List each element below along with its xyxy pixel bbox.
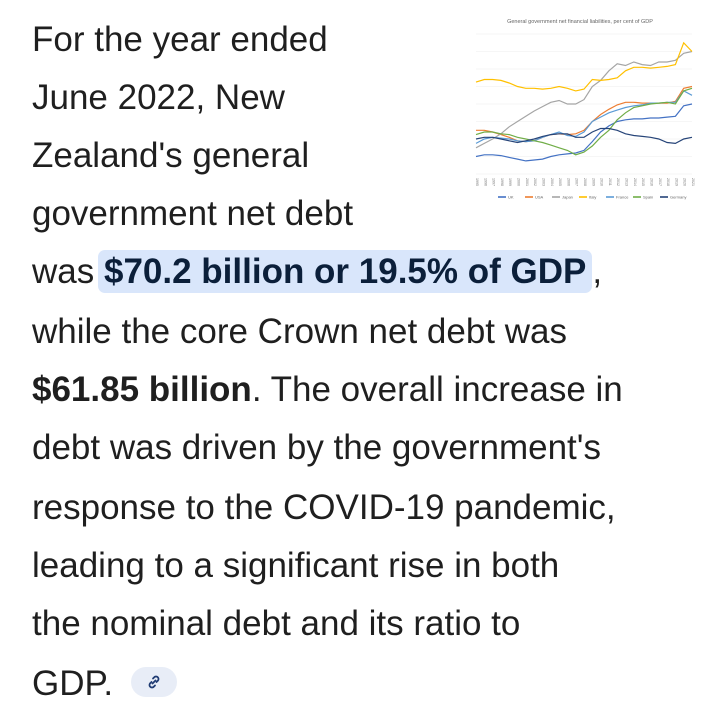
legend-entry-japan: Japan [552,195,573,200]
series-line-uk [475,103,693,162]
series-line-spain [475,87,693,156]
legend-label: Spain [643,195,653,200]
x-tick-label: 2000 [517,178,521,186]
link-icon [148,675,160,689]
debt-chart-thumbnail[interactable]: General government net financial liabili… [458,14,698,210]
answer-line-9: response to the COVID-19 pandemic, [32,488,616,527]
x-tick-label: 2015 [641,178,645,186]
x-tick-label: 1998 [500,178,504,186]
source-link-button[interactable] [130,666,177,697]
answer-line-8: debt was driven by the government's [32,428,601,467]
answer-line-7-rest: . The overall increase in [251,370,623,409]
answer-line-10: leading to a significant rise in both [32,546,560,585]
chart-plot-area [475,41,693,162]
x-tick-label: 2013 [625,178,629,186]
x-tick-label: 2020 [683,178,687,186]
answer-line-3: Zealand's general [32,136,310,175]
legend-label: France [616,195,629,200]
debt-line-chart: General government net financial liabili… [475,19,695,200]
answer-line-6: while the core Crown net debt was [32,312,567,351]
legend-entry-germany: Germany [660,195,686,200]
answer-line-4: government net debt [32,194,354,233]
x-tick-label: 2012 [616,178,620,186]
legend-label: Germany [670,195,686,200]
x-tick-label: 2018 [666,178,670,186]
legend-entry-uk: UK [498,195,514,200]
legend-entry-spain: Spain [633,195,653,200]
x-tick-label: 2019 [674,178,678,186]
x-tick-label: 2004 [550,178,554,186]
x-tick-label: 2007 [575,178,579,186]
series-line-usa [476,85,693,143]
x-tick-label: 2006 [566,178,570,186]
answer-comma: , [592,252,603,291]
x-tick-label: 2002 [533,178,537,186]
series-line-germany [475,127,693,145]
legend-label: Japan [562,195,573,200]
chart-grid [476,33,692,175]
x-tick-label: 1999 [508,178,512,186]
answer-gdp-text: GDP. [32,664,114,703]
answer-line-11: the nominal debt and its ratio to [32,604,521,643]
legend-label: USA [535,195,544,200]
x-tick-label: 2008 [583,178,587,186]
legend-label: UK [508,195,514,200]
x-tick-label: 1995 [475,178,479,186]
highlighted-debt-figure[interactable]: $70.2 billion or 19.5% of GDP [97,250,593,293]
answer-line-7: $61.85 billion. The overall increase in [32,370,623,410]
x-tick-label: 1996 [483,178,487,186]
x-tick-label: 1997 [492,178,496,186]
x-tick-label: 2009 [591,178,595,186]
x-tick-label: 2017 [658,178,662,186]
x-tick-label: 2003 [541,178,545,186]
answer-line-1: For the year ended [32,20,328,59]
x-tick-label: 2016 [649,178,653,186]
legend-entry-france: France [606,195,629,200]
x-tick-label: 2014 [633,178,637,186]
answer-was-text: was [32,252,95,291]
answer-line-5: was $70.2 billion or 19.5% of GDP, [32,250,603,293]
legend-entry-usa: USA [525,195,544,200]
series-line-italy [475,41,693,92]
core-crown-debt-value: $61.85 billion [32,370,252,409]
series-line-japan [475,50,693,149]
legend-label: Italy [589,195,596,200]
answer-line-12: GDP. [32,664,177,704]
legend-entry-italy: Italy [579,195,596,200]
chart-title: General government net financial liabili… [507,19,653,25]
x-tick-label: 2005 [558,178,562,186]
answer-line-2: June 2022, New [32,78,285,117]
x-tick-label: 2010 [600,178,604,186]
x-tick-label: 2011 [608,178,612,186]
x-tick-label: 2001 [525,178,529,186]
chart-legend: UK USA Japan Italy France Spain Germany [498,195,686,200]
x-tick-label: 2021 [691,178,695,186]
chart-x-ticks: 1995 1996 1997 1998 1999 2000 2001 2002 2003 2004… [475,178,695,186]
